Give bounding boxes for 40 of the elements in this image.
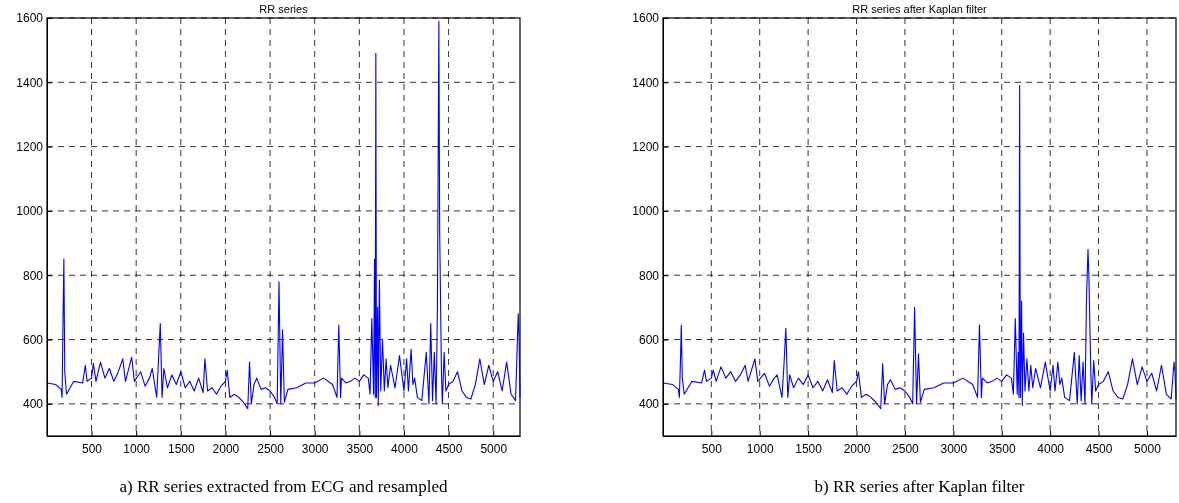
text: b) RR series after Kaplan filter bbox=[814, 477, 1025, 496]
y-tick-label: 600 bbox=[638, 332, 660, 347]
chart-title: RR series bbox=[259, 3, 309, 15]
text: a) RR series extracted from ECG and resampled bbox=[119, 477, 449, 496]
x-tick-label: 3000 bbox=[940, 441, 968, 456]
y-tick-label: 1600 bbox=[16, 11, 44, 26]
line-series bbox=[46, 20, 521, 410]
x-tick-label: 4000 bbox=[1037, 441, 1065, 456]
x-tick-label: 2500 bbox=[257, 441, 285, 456]
x-tick-label: 3000 bbox=[301, 441, 329, 456]
y-tick-label: 1000 bbox=[16, 204, 44, 219]
y-tick-label: 800 bbox=[22, 268, 44, 283]
x-tick-label: 5000 bbox=[1134, 441, 1162, 456]
y-tick-label: 400 bbox=[638, 397, 660, 412]
x-tick-label: 4000 bbox=[391, 441, 419, 456]
x-tick-label: 2000 bbox=[212, 441, 240, 456]
y-tick-label: 1600 bbox=[632, 11, 660, 26]
x-tick-label: 4500 bbox=[435, 441, 463, 456]
x-tick-label: 3500 bbox=[346, 441, 374, 456]
chart-title: RR series after Kaplan filter bbox=[852, 3, 988, 15]
y-tick-label: 1400 bbox=[16, 75, 44, 90]
line-series bbox=[662, 84, 1177, 410]
x-tick-label: 1500 bbox=[795, 441, 823, 456]
y-tick-label: 1200 bbox=[16, 139, 44, 154]
y-tick-label: 600 bbox=[22, 332, 44, 347]
x-tick-label: 500 bbox=[82, 441, 103, 456]
y-tick-label: 1400 bbox=[632, 75, 660, 90]
x-tick-label: 1000 bbox=[123, 441, 151, 456]
x-tick-label: 1500 bbox=[167, 441, 195, 456]
x-tick-label: 500 bbox=[701, 441, 723, 456]
y-tick-label: 1200 bbox=[632, 139, 660, 154]
y-tick-label: 400 bbox=[22, 397, 44, 412]
x-tick-label: 2500 bbox=[892, 441, 920, 456]
x-tick-label: 1000 bbox=[746, 441, 774, 456]
x-tick-label: 5000 bbox=[480, 441, 508, 456]
x-tick-label: 4500 bbox=[1085, 441, 1113, 456]
x-tick-label: 2000 bbox=[843, 441, 871, 456]
x-tick-label: 3500 bbox=[988, 441, 1016, 456]
y-tick-label: 1000 bbox=[632, 204, 660, 219]
y-tick-label: 800 bbox=[638, 268, 660, 283]
